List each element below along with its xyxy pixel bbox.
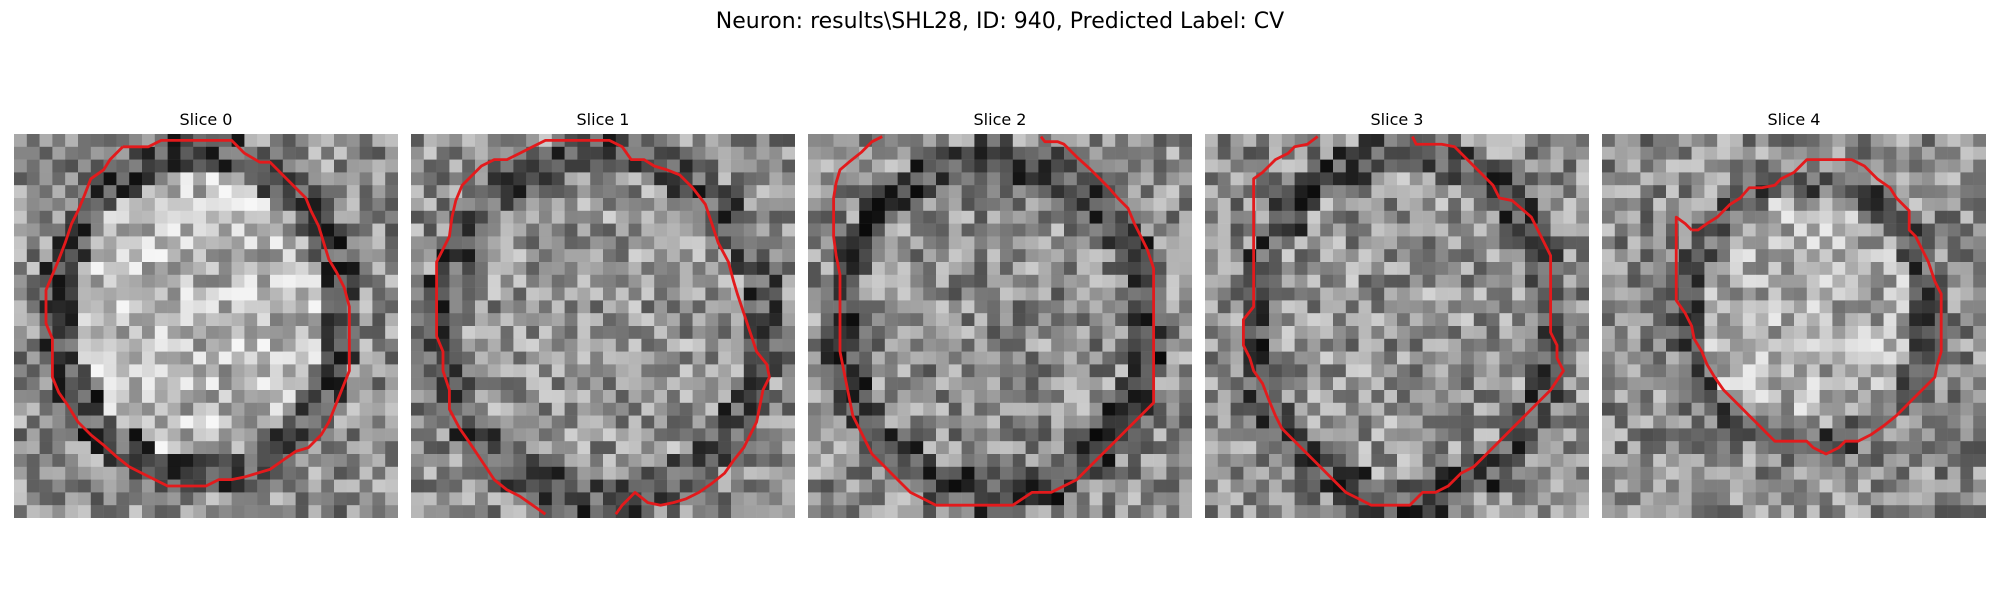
slice-image-3: [1205, 134, 1589, 518]
slice-image-2: [808, 134, 1192, 518]
slice-pixels-4: [1602, 134, 1986, 518]
slice-title-1: Slice 1: [576, 110, 630, 129]
slice-title-0: Slice 0: [179, 110, 233, 129]
slice-pixels-1: [411, 134, 795, 518]
slice-contour-1: [435, 138, 771, 516]
slice-contour-3: [1241, 135, 1565, 507]
slice-contour-0: [44, 138, 351, 488]
slice-title-3: Slice 3: [1370, 110, 1424, 129]
slice-image-4: [1602, 134, 1986, 518]
figure-title: Neuron: results\SHL28, ID: 940, Predicte…: [715, 9, 1285, 34]
slice-contour-4: [1674, 158, 1943, 456]
slice-title-4: Slice 4: [1767, 110, 1821, 129]
slice-title-2: Slice 2: [973, 110, 1027, 129]
slice-pixels-0: [14, 134, 398, 518]
slice-pixels-3: [1205, 134, 1589, 518]
slice-image-0: [14, 134, 398, 518]
slice-pixels-2: [808, 134, 1192, 518]
slice-contour-2: [832, 135, 1156, 507]
slice-image-1: [411, 134, 795, 518]
